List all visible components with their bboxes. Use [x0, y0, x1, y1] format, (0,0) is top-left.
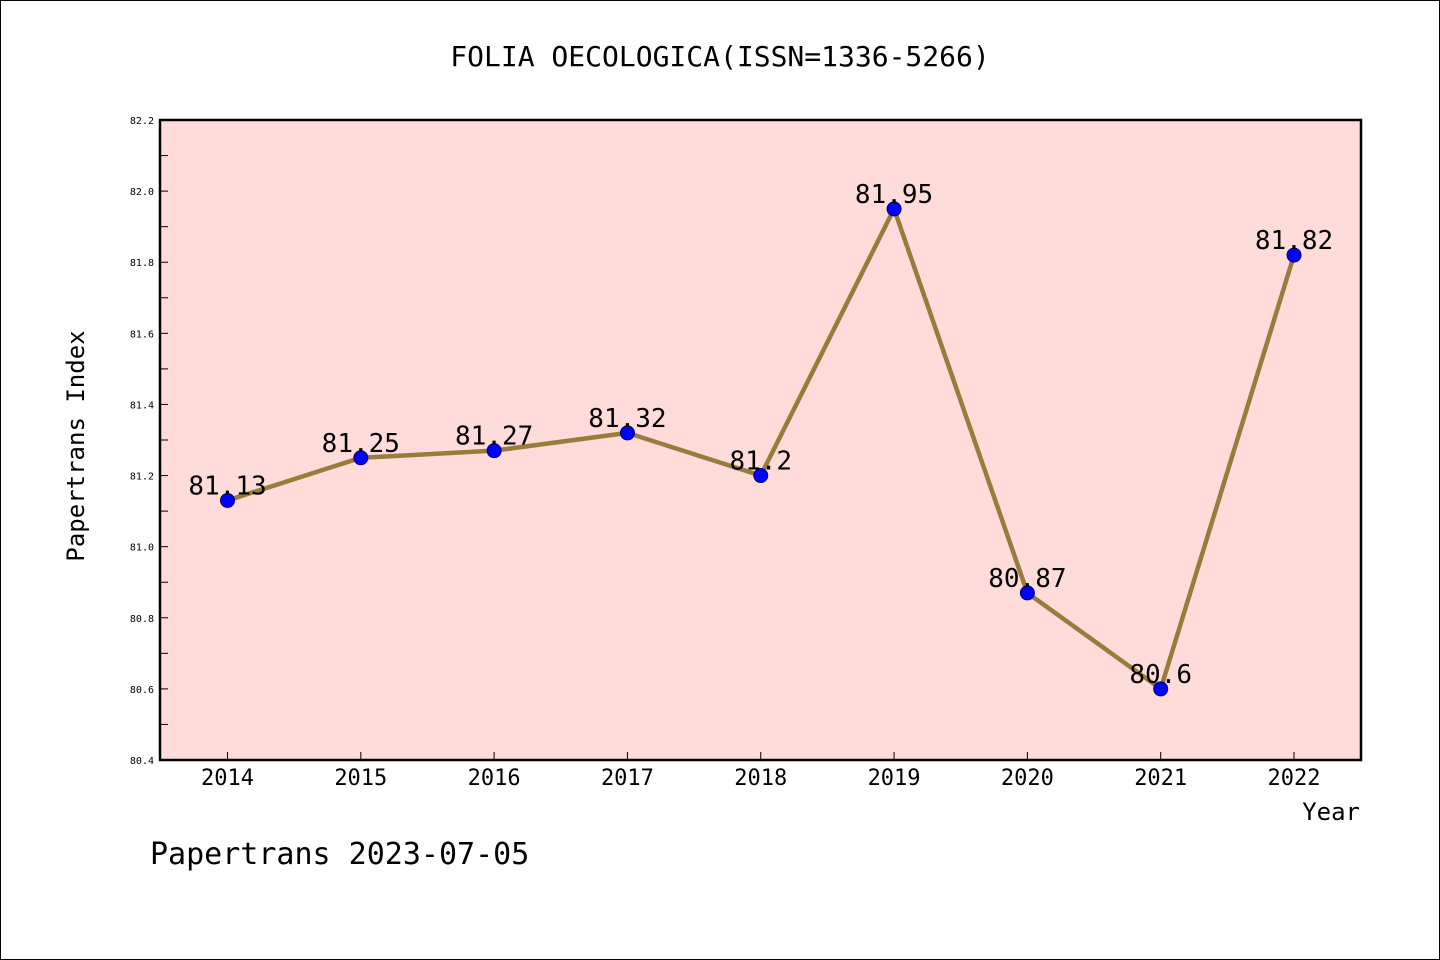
footer-text: Papertrans 2023-07-05 — [150, 837, 529, 872]
data-label: 80.6 — [1129, 660, 1192, 690]
y-tick-label: 81.0 — [130, 543, 154, 554]
plot-area — [160, 120, 1361, 760]
data-label: 81.82 — [1255, 226, 1333, 256]
data-labels: 81.13 81.25 81.27 81.32 81.2 81.95 80.87 80.6 81… — [188, 180, 1333, 690]
y-tick-label: 82.0 — [130, 187, 154, 198]
x-tick-label: 2016 — [468, 766, 521, 791]
x-tick-label: 2020 — [1001, 766, 1054, 791]
data-label: 81.13 — [188, 471, 266, 501]
x-tick-label: 2017 — [601, 766, 654, 791]
y-tick-label: 80.6 — [130, 685, 154, 696]
data-point — [1153, 681, 1169, 697]
series-group — [220, 201, 1302, 697]
data-label: 81.2 — [729, 447, 792, 477]
x-tick-label: 2018 — [734, 766, 787, 791]
data-label: 80.87 — [988, 564, 1066, 594]
data-point — [353, 450, 369, 466]
chart-title: FOLIA OECOLOGICA(ISSN=1336-5266) — [450, 40, 989, 73]
data-point — [619, 425, 635, 441]
y-tick-label: 80.4 — [130, 756, 154, 767]
y-tick-label: 80.8 — [130, 614, 154, 625]
x-tick-label: 2015 — [334, 766, 387, 791]
y-tick-label: 81.6 — [130, 329, 154, 340]
x-tick-label: 2022 — [1268, 766, 1321, 791]
x-tick-label: 2014 — [201, 766, 254, 791]
y-tick-label: 81.2 — [130, 472, 154, 483]
x-tick-label: 2021 — [1134, 766, 1187, 791]
y-tick-label: 81.4 — [130, 400, 154, 411]
y-tick-label: 82.2 — [130, 116, 154, 127]
data-point — [486, 443, 502, 459]
data-point — [1286, 247, 1302, 263]
data-point — [886, 201, 902, 217]
y-axis-title: Papertrans Index — [62, 330, 90, 561]
data-point — [753, 468, 769, 484]
data-label: 81.27 — [455, 422, 533, 452]
data-label: 81.25 — [322, 429, 400, 459]
y-tick-label: 81.8 — [130, 258, 154, 269]
data-point — [220, 492, 235, 508]
x-axis-title: Year — [1302, 798, 1360, 826]
y-axis: 80.4 80.6 80.8 81.0 81.2 81.4 81.6 81.8 82.0 82.2 — [130, 116, 168, 767]
x-tick-label: 2019 — [868, 766, 921, 791]
x-axis: 2014 2015 2016 2017 2018 2019 2020 2021 2022 — [201, 752, 1320, 791]
plot-border — [158, 118, 1363, 762]
data-label: 81.95 — [855, 180, 933, 210]
data-label: 81.32 — [588, 404, 666, 434]
data-point — [1019, 585, 1035, 601]
